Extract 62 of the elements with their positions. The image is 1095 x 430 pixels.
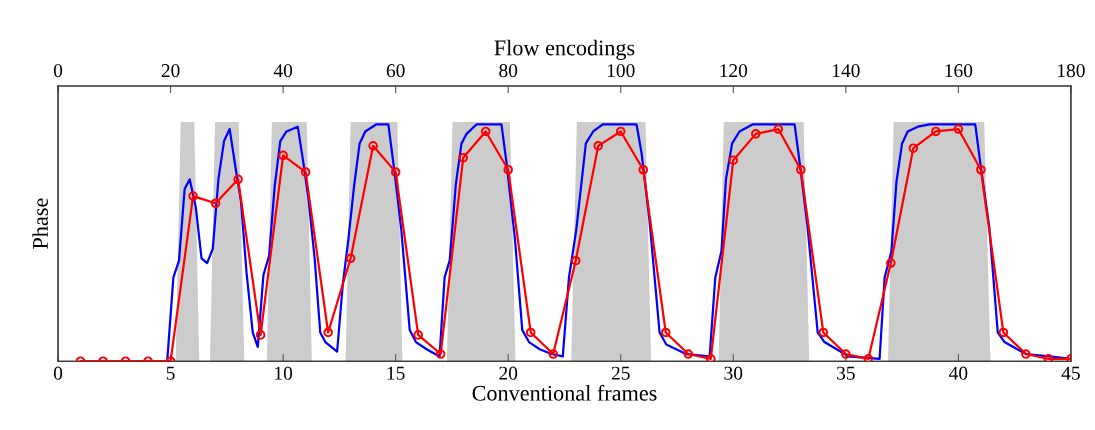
point (751, 129, 761, 139)
x2-tick-label: 180 (1058, 64, 1085, 78)
x-tick-label: 20 (499, 366, 518, 380)
point (773, 124, 784, 134)
point (570, 255, 581, 266)
point (368, 141, 378, 151)
point (863, 354, 874, 362)
point (390, 167, 401, 177)
x-tick-label: 15 (387, 366, 405, 380)
point (953, 124, 964, 134)
x-tick-label: 40 (949, 366, 968, 380)
point (908, 143, 919, 154)
point (841, 349, 851, 359)
point (210, 198, 221, 209)
point (615, 126, 626, 137)
x2-tick-label: 60 (386, 64, 405, 78)
point (345, 253, 356, 264)
x-tick-label: 10 (275, 366, 293, 380)
point (458, 153, 468, 163)
x-tick-label: 30 (724, 366, 743, 380)
point (593, 141, 604, 151)
point (278, 150, 288, 161)
point (683, 349, 694, 359)
point (548, 349, 559, 359)
point (1043, 354, 1054, 362)
point (525, 327, 536, 338)
point (300, 167, 311, 177)
y-axis-title: Phase (32, 198, 48, 249)
point (435, 349, 446, 359)
x2-tick-label: 40 (273, 64, 293, 78)
point (323, 327, 333, 338)
point (998, 327, 1009, 338)
x-tick-label: 25 (611, 366, 630, 380)
point (188, 191, 198, 201)
x-tick-label: 35 (837, 366, 855, 380)
point (728, 155, 739, 165)
x2-tick-label: 0 (53, 64, 63, 78)
point (705, 354, 716, 362)
x2-tick-label: 20 (161, 64, 180, 78)
point (480, 126, 491, 137)
point (638, 164, 649, 175)
x2-axis-title: Flow encodings (494, 39, 635, 60)
point (255, 330, 266, 340)
point (976, 164, 986, 175)
point (233, 174, 243, 185)
point (886, 258, 896, 268)
point (1021, 349, 1031, 359)
x2-tick-label: 80 (499, 64, 518, 78)
x-tick-label: 5 (166, 366, 175, 380)
point (931, 126, 941, 137)
x2-tick-label: 160 (945, 64, 973, 78)
point (413, 330, 423, 340)
x-axis-title: Conventional frames (472, 384, 657, 401)
point (796, 164, 806, 175)
x2-tick-label: 140 (832, 64, 860, 78)
x2-tick-label: 120 (720, 64, 748, 78)
point (660, 327, 671, 338)
x-tick-label: 45 (1061, 366, 1080, 380)
x2-tick-label: 100 (607, 64, 635, 78)
point (503, 164, 513, 175)
point (818, 327, 829, 338)
x-tick-label: 0 (53, 366, 63, 380)
